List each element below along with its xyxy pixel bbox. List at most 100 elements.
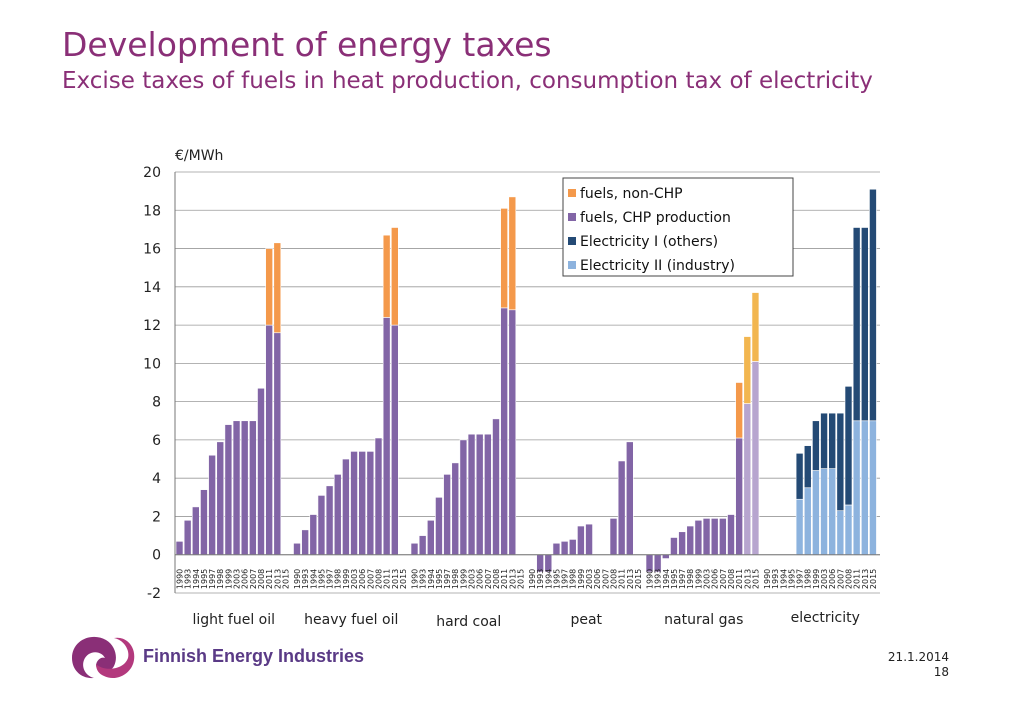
x-tick-label: 1997 — [678, 569, 687, 589]
x-tick-label: 2015 — [516, 569, 525, 589]
bar — [735, 437, 743, 556]
x-tick-label: 1998 — [686, 569, 695, 589]
bar — [678, 531, 686, 556]
bar — [743, 403, 752, 556]
bar — [751, 361, 760, 556]
legend-label: fuels, non-CHP — [580, 186, 683, 202]
bar — [795, 453, 804, 500]
x-tick-label: 1990 — [528, 569, 537, 589]
x-tick-label: 2011 — [735, 569, 744, 589]
bar — [342, 458, 350, 556]
bar — [232, 420, 241, 556]
bar — [508, 309, 517, 556]
bar — [273, 332, 282, 556]
bar — [500, 208, 508, 309]
x-tick-label: 2007 — [249, 569, 258, 589]
group-label: heavy fuel oil — [304, 612, 398, 628]
bar — [224, 424, 233, 556]
bar — [751, 292, 760, 362]
bar — [585, 523, 593, 556]
x-tick-label: 1999 — [224, 569, 233, 589]
group-label: natural gas — [664, 612, 743, 628]
finnish-energy-logo-icon — [72, 636, 135, 679]
bar — [568, 539, 577, 556]
bar — [719, 518, 727, 556]
group-label: light fuel oil — [192, 612, 275, 628]
x-tick-label: 1995 — [435, 569, 444, 589]
bar — [390, 324, 399, 556]
x-tick-label: 1998 — [451, 569, 460, 589]
y-tick-label: 4 — [152, 471, 161, 487]
x-tick-label: 2013 — [861, 569, 870, 589]
bar — [836, 412, 845, 512]
bar — [459, 439, 468, 556]
x-tick-label: 2011 — [500, 569, 509, 589]
bar — [795, 498, 804, 556]
bar — [475, 433, 484, 556]
bar — [208, 454, 216, 556]
x-tick-label: 2011 — [265, 569, 274, 589]
bar — [609, 518, 618, 556]
y-tick-label: 14 — [143, 280, 161, 296]
bar — [686, 525, 695, 556]
bar — [869, 420, 877, 556]
x-tick-label: 2008 — [375, 569, 384, 589]
x-tick-label: 1999 — [694, 569, 703, 589]
x-tick-label: 2008 — [610, 569, 619, 589]
bar — [860, 227, 869, 422]
x-tick-label: 1994 — [309, 569, 318, 589]
slide-date: 21.1.2014 — [887, 650, 949, 664]
bar — [484, 433, 492, 556]
x-tick-label: 2013 — [508, 569, 517, 589]
legend-swatch — [568, 189, 576, 197]
bar — [803, 487, 812, 556]
bar — [333, 474, 342, 556]
bar — [240, 420, 249, 556]
bar — [844, 386, 853, 506]
bar — [852, 420, 861, 556]
bar — [200, 489, 208, 556]
x-tick-label: 2006 — [711, 569, 720, 589]
x-tick-label: 2013 — [626, 569, 635, 589]
bar — [350, 451, 358, 556]
bar — [860, 420, 869, 556]
x-tick-label: 1997 — [326, 569, 335, 589]
bar — [828, 468, 837, 556]
bar — [735, 382, 743, 439]
x-tick-label: 2015 — [399, 569, 408, 589]
x-tick-label: 2006 — [828, 569, 837, 589]
bar — [552, 542, 561, 556]
bar — [175, 541, 184, 556]
bar — [467, 433, 476, 556]
bar — [273, 242, 282, 334]
legend-label: Electricity II (industry) — [580, 258, 735, 274]
x-tick-label: 2015 — [869, 569, 878, 589]
y-tick-label: 16 — [143, 242, 161, 258]
group-label: hard coal — [436, 614, 501, 630]
y-tick-label: 6 — [152, 433, 161, 449]
bar — [418, 535, 427, 556]
x-tick-label: 2013 — [273, 569, 282, 589]
legend-box — [562, 177, 794, 277]
x-tick-label: 1994 — [779, 569, 788, 589]
x-tick-label: 2003 — [468, 569, 477, 589]
bar — [670, 537, 678, 556]
bar — [265, 324, 273, 556]
x-tick-label: 2008 — [257, 569, 266, 589]
legend-swatch — [568, 237, 576, 245]
group-label: peat — [570, 612, 602, 628]
bar — [836, 510, 845, 556]
bar — [743, 336, 752, 404]
x-tick-label: 2015 — [751, 569, 760, 589]
slide-subtitle: Excise taxes of fuels in heat production… — [62, 68, 873, 94]
logo-text: Finnish Energy Industries — [143, 646, 365, 666]
x-tick-label: 2003 — [703, 569, 712, 589]
bar — [216, 441, 225, 556]
x-tick-label: 1995 — [552, 569, 561, 589]
legend-label: fuels, CHP production — [580, 210, 731, 226]
x-tick-label: 1994 — [662, 569, 671, 589]
x-tick-label: 1999 — [577, 569, 586, 589]
x-tick-label: 1998 — [569, 569, 578, 589]
bar — [727, 514, 735, 556]
bar — [265, 248, 273, 326]
